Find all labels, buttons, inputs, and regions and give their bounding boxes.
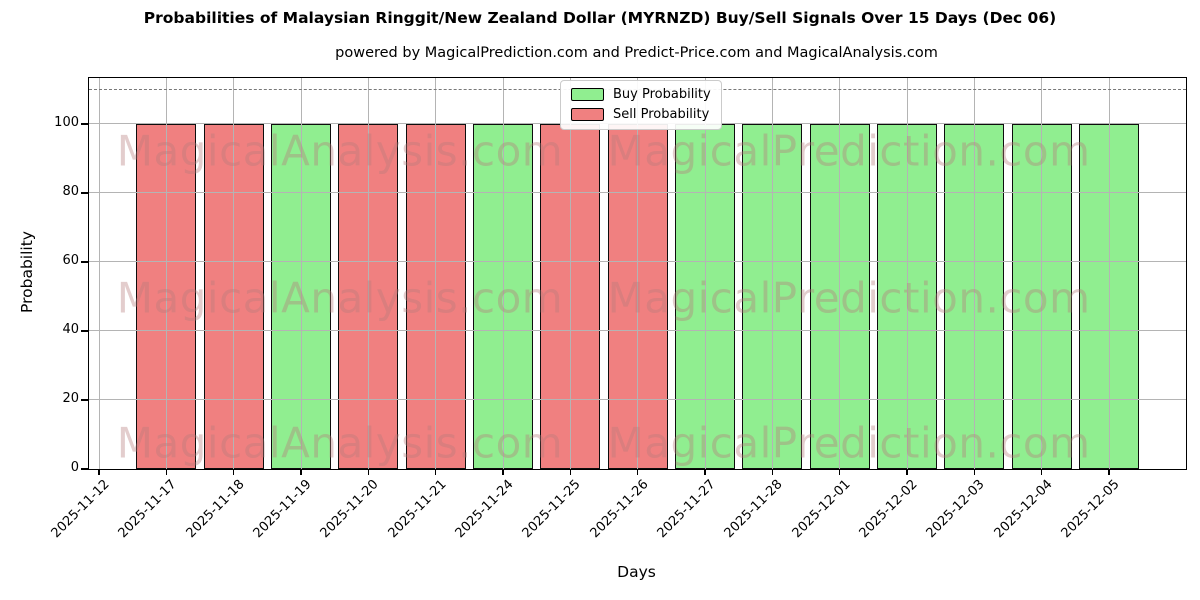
y-tick-label: 100 bbox=[54, 114, 79, 130]
x-gridline bbox=[569, 78, 571, 469]
x-tick-mark bbox=[165, 469, 168, 475]
x-gridline bbox=[300, 78, 302, 469]
x-tick-mark bbox=[1108, 469, 1110, 475]
x-gridline bbox=[233, 78, 235, 469]
x-tick-mark bbox=[434, 469, 437, 475]
y-axis-label: Probability bbox=[18, 231, 36, 313]
x-tick-mark bbox=[771, 469, 774, 475]
x-tick-mark bbox=[300, 469, 302, 475]
y-gridline bbox=[89, 192, 1186, 194]
watermark-text: MagicalPrediction.com bbox=[607, 418, 1091, 468]
y-tick-mark bbox=[81, 192, 88, 194]
y-tick-label: 80 bbox=[62, 183, 79, 199]
legend-label-buy: Buy Probability bbox=[613, 87, 711, 102]
buy-swatch-icon bbox=[571, 88, 604, 101]
y-tick-label: 0 bbox=[70, 460, 79, 475]
watermark-text: MagicalAnalysis.com bbox=[116, 418, 564, 468]
y-tick-label: 40 bbox=[62, 321, 79, 337]
watermark-text: MagicalPrediction.com bbox=[607, 126, 1091, 176]
y-tick-mark bbox=[81, 399, 88, 401]
x-gridline bbox=[367, 78, 369, 469]
x-gridline bbox=[637, 78, 639, 469]
x-tick-mark bbox=[973, 469, 976, 475]
y-gridline bbox=[89, 399, 1186, 401]
x-tick-mark bbox=[232, 469, 235, 475]
x-tick-mark bbox=[636, 469, 639, 475]
plot-area: Buy Probability Sell Probability Magical… bbox=[81, 77, 1187, 475]
x-gridline bbox=[165, 78, 167, 469]
legend: Buy Probability Sell Probability bbox=[560, 80, 722, 130]
x-gridline bbox=[1108, 78, 1110, 469]
y-gridline bbox=[89, 261, 1186, 263]
chart-title: Probabilities of Malaysian Ringgit/New Z… bbox=[143, 9, 1057, 27]
x-gridline bbox=[502, 78, 504, 469]
x-gridline bbox=[771, 78, 773, 469]
x-tick-mark bbox=[98, 469, 100, 475]
legend-entry-sell: Sell Probability bbox=[571, 108, 711, 121]
legend-entry-buy: Buy Probability bbox=[571, 88, 711, 101]
watermark-text: MagicalAnalysis.com bbox=[116, 273, 564, 323]
watermark-text: MagicalAnalysis.com bbox=[116, 126, 564, 176]
watermark-text: MagicalPrediction.com bbox=[607, 273, 1091, 323]
x-gridline bbox=[839, 78, 841, 469]
x-tick-mark bbox=[569, 469, 572, 475]
x-gridline bbox=[98, 78, 100, 469]
x-gridline bbox=[435, 78, 437, 469]
x-gridline bbox=[704, 78, 706, 469]
x-gridline bbox=[973, 78, 975, 469]
y-tick-mark bbox=[81, 261, 88, 263]
x-tick-mark bbox=[838, 469, 841, 475]
y-tick-mark bbox=[81, 330, 88, 332]
y-tick-label: 60 bbox=[62, 252, 79, 268]
y-tick-mark bbox=[81, 123, 88, 125]
x-tick-mark bbox=[367, 469, 370, 475]
x-axis-label: Days bbox=[617, 563, 656, 581]
y-gridline bbox=[89, 330, 1186, 332]
x-tick-mark bbox=[1040, 469, 1043, 475]
y-tick-mark bbox=[81, 468, 88, 470]
legend-label-sell: Sell Probability bbox=[613, 107, 710, 122]
x-tick-mark bbox=[502, 469, 504, 475]
x-tick-mark bbox=[704, 469, 706, 475]
sell-swatch-icon bbox=[571, 108, 604, 121]
x-gridline bbox=[1041, 78, 1043, 469]
x-tick-mark bbox=[906, 469, 908, 475]
y-tick-label: 20 bbox=[62, 390, 79, 406]
x-gridline bbox=[906, 78, 908, 469]
chart-subtitle: powered by MagicalPrediction.com and Pre… bbox=[335, 45, 938, 61]
